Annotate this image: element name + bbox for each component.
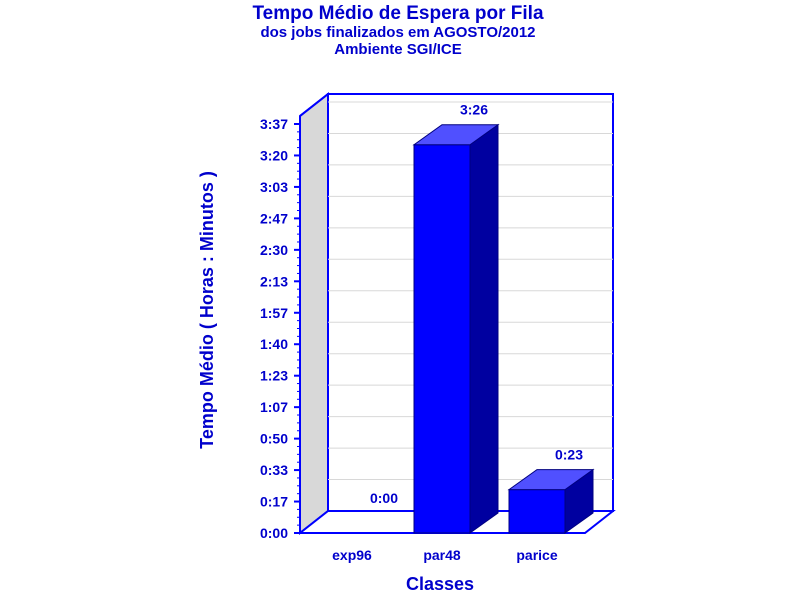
y-tick-label: 2:30 (260, 242, 288, 258)
bar-front (508, 489, 566, 534)
plot-area: 0:00 0:17 0:33 0:50 1:07 1:23 1:40 1:57 2:13 2:30… (260, 91, 616, 563)
y-tick-label: 0:00 (260, 525, 288, 541)
bar-side (469, 123, 499, 534)
y-tick-label: 2:47 (260, 210, 288, 226)
bar-top (507, 469, 595, 491)
left-wall (299, 91, 329, 536)
bar-value-label: 3:26 (460, 102, 488, 118)
bar-front (413, 144, 471, 534)
x-category-label: parice (516, 547, 557, 563)
y-tick-label: 3:03 (260, 179, 288, 195)
y-tick-label: 0:50 (260, 431, 288, 447)
bar-top (412, 124, 500, 146)
y-tick-label: 0:33 (260, 462, 288, 478)
y-tick-label: 3:20 (260, 147, 288, 163)
y-tick-label: 2:13 (260, 273, 288, 289)
y-tick-label: 1:57 (260, 305, 288, 321)
y-tick-label: 3:37 (260, 116, 288, 132)
x-category-label: exp96 (332, 547, 372, 563)
y-axis-title: Tempo Médio ( Horas : Minutos ) (197, 171, 217, 449)
bar-value-label: 0:00 (370, 490, 398, 506)
top-depth-edge (299, 93, 329, 117)
x-category-label: par48 (423, 547, 461, 563)
y-tick-label: 1:23 (260, 368, 288, 384)
bar-value-label: 0:23 (555, 447, 583, 463)
x-axis-title: Classes (406, 574, 474, 594)
y-tick-label: 1:07 (260, 399, 288, 415)
chart-title: Tempo Médio de Espera por Fila (252, 3, 543, 24)
y-tick-label: 1:40 (260, 336, 288, 352)
chart-subtitle-line-1: dos jobs finalizados em AGOSTO/2012 (260, 24, 535, 41)
y-tick-label: 0:17 (260, 494, 288, 510)
chart-subtitle-line-2: Ambiente SGI/ICE (334, 41, 462, 58)
